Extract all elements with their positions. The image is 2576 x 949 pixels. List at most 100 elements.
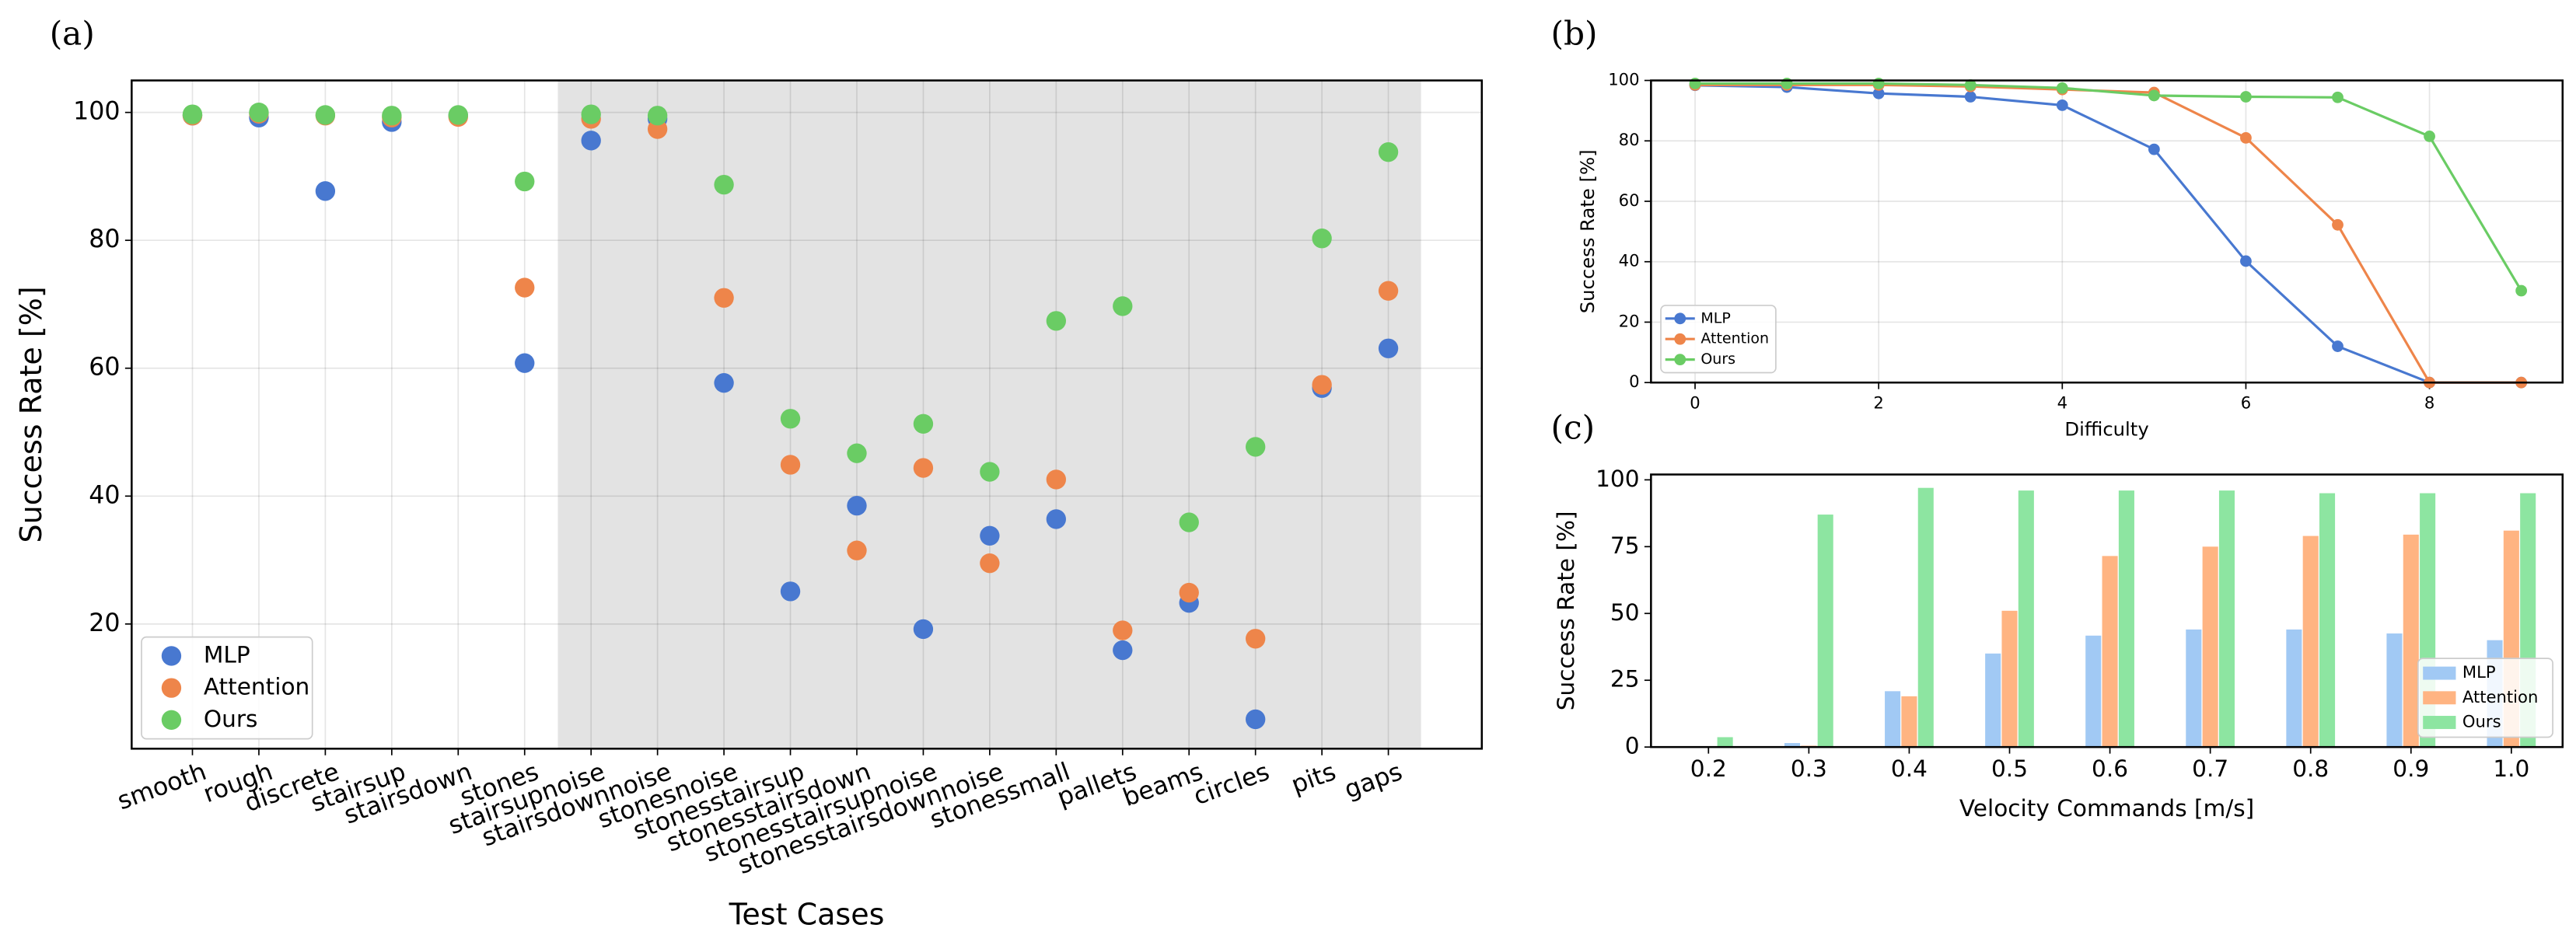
data-point xyxy=(714,372,734,393)
legend-marker xyxy=(2423,691,2456,705)
bar xyxy=(2186,629,2202,748)
legend-label: Ours xyxy=(2462,711,2501,731)
data-point xyxy=(1378,281,1399,301)
y-axis-label: Success Rate [%] xyxy=(1553,511,1579,710)
legend-label: MLP xyxy=(1700,309,1730,326)
data-point xyxy=(780,581,801,602)
data-point xyxy=(315,105,336,125)
data-point xyxy=(780,455,801,475)
bar xyxy=(2018,490,2034,748)
bar xyxy=(1985,653,2001,748)
x-tick-label: 0.6 xyxy=(2092,755,2128,782)
data-point xyxy=(2424,131,2435,142)
y-tick-label: 20 xyxy=(89,609,120,637)
data-point xyxy=(1245,437,1266,457)
data-point xyxy=(182,104,203,124)
data-point xyxy=(2056,99,2068,111)
plot-frame xyxy=(131,79,1484,750)
legend-marker xyxy=(1674,312,1686,325)
x-tick-label: 0 xyxy=(1690,393,1700,413)
data-point xyxy=(1046,311,1067,331)
bar xyxy=(1901,696,1917,748)
data-point xyxy=(1378,338,1399,358)
data-point xyxy=(2240,131,2252,144)
x-tick-label: 0.9 xyxy=(2392,755,2429,782)
plot-frame xyxy=(1650,473,2564,748)
legend-box xyxy=(141,636,313,740)
data-point xyxy=(1113,296,1133,316)
bar xyxy=(1717,737,1733,748)
data-point xyxy=(1245,629,1266,649)
data-point xyxy=(1113,640,1133,661)
data-point xyxy=(1781,78,1793,89)
data-point xyxy=(647,106,668,126)
y-tick-label: 25 xyxy=(1610,666,1640,693)
data-point xyxy=(2515,284,2528,297)
bar xyxy=(2403,534,2419,748)
y-tick-label: 40 xyxy=(89,481,120,509)
bar xyxy=(1917,487,1934,748)
shaded-region xyxy=(557,80,1421,749)
legend-marker xyxy=(161,646,182,666)
data-point xyxy=(913,619,934,640)
data-point xyxy=(2148,89,2160,102)
data-point xyxy=(581,131,601,151)
data-point xyxy=(1046,469,1067,490)
y-tick-label: 100 xyxy=(1608,70,1639,89)
data-point xyxy=(515,353,535,373)
data-point xyxy=(315,181,336,201)
panel-label: (c) xyxy=(1550,408,1595,446)
y-tick-label: 100 xyxy=(1596,466,1639,492)
bar xyxy=(1885,691,1901,748)
x-tick-label: 0.5 xyxy=(1991,755,2028,782)
x-tick-label: pits xyxy=(1288,758,1340,800)
bar xyxy=(2202,546,2218,748)
x-tick-label: smooth xyxy=(114,758,210,815)
data-point xyxy=(1179,582,1199,603)
y-tick-label: 60 xyxy=(1619,190,1640,210)
legend-marker xyxy=(161,710,182,730)
y-tick-label: 80 xyxy=(1619,130,1640,149)
y-tick-label: 40 xyxy=(1619,251,1640,270)
data-line xyxy=(1694,84,2522,384)
data-point xyxy=(1689,78,1701,89)
x-tick-label: 0.8 xyxy=(2292,755,2329,782)
y-tick-label: 0 xyxy=(1625,733,1640,759)
data-point xyxy=(2332,91,2344,103)
data-line xyxy=(1695,83,2522,384)
data-point xyxy=(1046,509,1067,529)
x-tick-label: 4 xyxy=(2057,393,2067,413)
data-point xyxy=(382,106,402,126)
data-point xyxy=(2332,340,2344,352)
y-axis-label: Success Rate [%] xyxy=(1576,149,1599,313)
legend-label: MLP xyxy=(204,641,250,668)
legend-marker xyxy=(1674,354,1686,366)
data-point xyxy=(913,413,934,434)
data-point xyxy=(1872,87,1885,99)
data-point xyxy=(847,495,867,516)
x-tick-label: 8 xyxy=(2424,393,2434,413)
data-point xyxy=(1872,78,1885,89)
legend-box xyxy=(1660,305,1777,374)
legend-label: Ours xyxy=(204,706,258,732)
legend-marker xyxy=(2423,666,2456,680)
x-tick-label: gaps xyxy=(1340,758,1406,804)
bar xyxy=(2001,610,2018,748)
bar xyxy=(2302,536,2319,748)
y-tick-label: 100 xyxy=(73,98,120,126)
data-point xyxy=(1312,229,1332,249)
legend-marker xyxy=(161,678,182,698)
bar xyxy=(2102,556,2118,748)
x-tick-label: 1.0 xyxy=(2493,755,2529,782)
bar xyxy=(2319,493,2336,748)
data-point xyxy=(1964,79,1977,91)
y-tick-label: 80 xyxy=(89,225,120,253)
data-point xyxy=(980,462,1000,482)
bar xyxy=(2085,635,2102,748)
data-point xyxy=(1179,512,1199,532)
bar xyxy=(1817,515,1833,748)
x-tick-label: 6 xyxy=(2241,393,2251,413)
x-axis-label: Test Cases xyxy=(729,897,885,931)
